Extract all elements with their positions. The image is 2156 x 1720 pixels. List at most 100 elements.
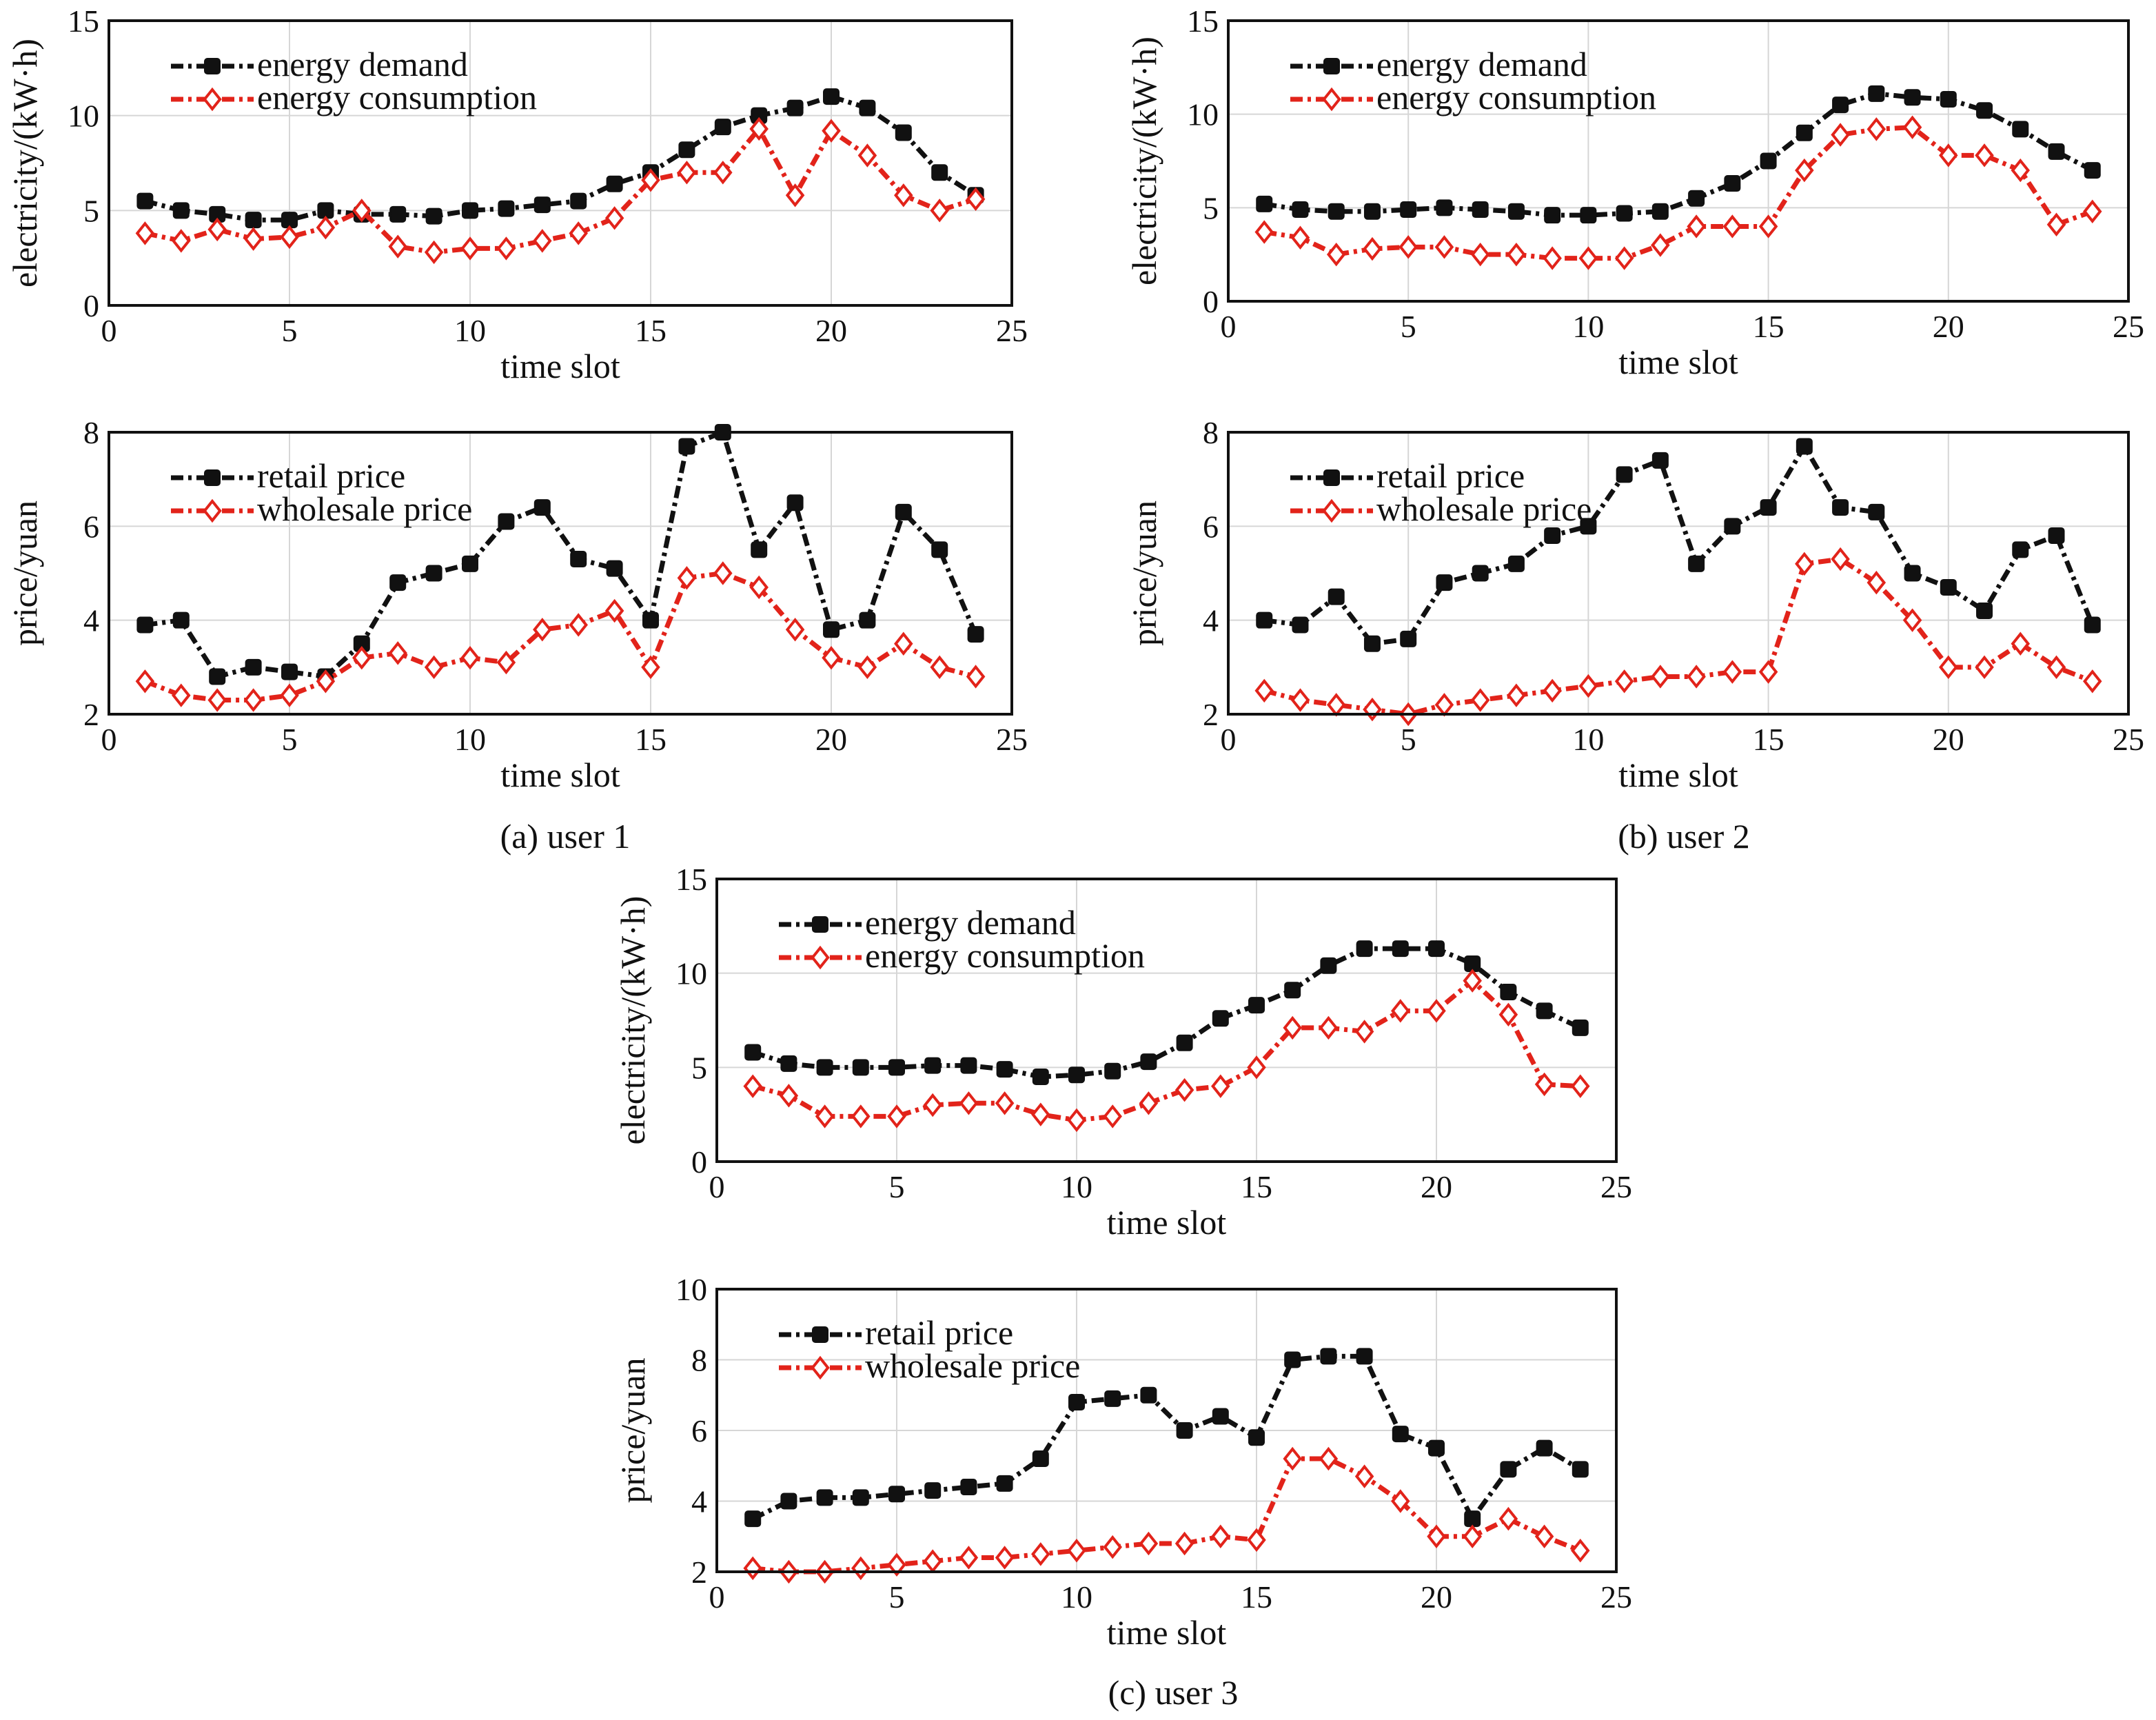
retail-price-point (1832, 499, 1849, 516)
x-tick-label: 25 (2113, 309, 2144, 344)
retail-price-point (852, 1489, 869, 1506)
wholesale-price-point (280, 683, 299, 707)
energy-demand-point (1976, 102, 1993, 119)
energy-demand-point (1500, 984, 1517, 1000)
retail-price-point (1428, 1439, 1445, 1457)
wholesale-price-point (1363, 697, 1382, 722)
energy-consumption-point (2046, 212, 2066, 236)
energy-consumption-point (388, 234, 407, 259)
x-tick-label: 0 (709, 1169, 725, 1204)
retail-price-point (1032, 1450, 1049, 1467)
energy-demand-point (1868, 85, 1885, 102)
energy-demand-point (570, 192, 587, 210)
energy-consumption-point (887, 1104, 906, 1129)
energy-demand-point (1428, 940, 1445, 958)
energy-demand-point (1572, 1019, 1589, 1036)
legend-marker-energy-consumption (1322, 87, 1341, 112)
y-tick-label: 5 (83, 193, 99, 228)
energy-consumption-point (677, 161, 697, 185)
retail-price-point (1392, 1426, 1409, 1443)
retail-price-point (1356, 1348, 1373, 1365)
energy-demand-point (816, 1059, 833, 1076)
wholesale-price-point (995, 1546, 1015, 1570)
energy-consumption-point (1902, 115, 1922, 139)
x-tick-label: 25 (996, 722, 1028, 757)
retail-price-point (2012, 541, 2029, 558)
y-tick-label: 15 (675, 862, 707, 897)
retail-price-point (209, 668, 226, 685)
x-tick-label: 5 (889, 1169, 905, 1204)
energy-consumption-point (779, 1084, 799, 1108)
wholesale-price-point (894, 631, 913, 656)
energy-demand-point (895, 124, 912, 141)
retail-price-point (1104, 1390, 1121, 1407)
x-tick-label: 0 (709, 1579, 725, 1615)
retail-price-point (823, 621, 840, 638)
wholesale-price-point (1902, 608, 1922, 632)
energy-demand-point (1256, 195, 1273, 212)
wholesale-price-point (496, 650, 516, 675)
plot-frame (108, 431, 1013, 716)
retail-price-point (786, 494, 804, 512)
legend-label-energy-consumption: energy consumption (865, 936, 1145, 975)
energy-consumption-point (1103, 1104, 1122, 1129)
energy-consumption-point (1463, 969, 1482, 993)
wholesale-price-point (388, 641, 407, 665)
wholesale-price-point (172, 683, 191, 707)
energy-demand-point (744, 1044, 762, 1061)
energy-consumption-point (1283, 1015, 1302, 1040)
x-tick-label: 20 (815, 722, 847, 757)
energy-consumption-point (533, 229, 552, 253)
energy-demand-point (1724, 175, 1741, 192)
energy-demand-point (678, 141, 695, 159)
wholesale-price-point (677, 566, 697, 590)
x-tick-label: 15 (1753, 309, 1784, 344)
energy-demand-point (1212, 1010, 1229, 1027)
y-tick-label: 6 (83, 509, 99, 544)
x-tick-label: 20 (1421, 1169, 1452, 1204)
wholesale-price-point (460, 645, 480, 670)
energy-demand-point (1400, 201, 1417, 219)
legend-label-energy-consumption: energy consumption (1376, 78, 1656, 117)
energy-demand-point (1356, 940, 1373, 958)
energy-consumption-point (569, 221, 588, 245)
energy-consumption-point (172, 229, 191, 253)
user1-energy-chart: 0 5 10 15 20 25 0 5 10 15 time slot electricity/(kW… (6, 3, 1028, 385)
wholesale-price-point (1139, 1531, 1159, 1556)
wholesale-price-point (533, 618, 552, 642)
wholesale-price-point (1247, 1528, 1266, 1552)
energy-demand-point (859, 99, 876, 117)
retail-price-point (462, 555, 478, 572)
x-tick-label: 0 (1221, 309, 1237, 344)
x-tick-label: 25 (1600, 1579, 1632, 1615)
retail-price-point (967, 626, 984, 643)
energy-consumption-point (815, 1104, 835, 1129)
x-tick-label: 25 (996, 313, 1028, 348)
legend-marker-energy-consumption (811, 945, 830, 970)
x-tick-label: 20 (1933, 309, 1964, 344)
x-tick-label: 5 (1401, 722, 1416, 757)
wholesale-price-point (822, 645, 841, 670)
x-tick-label: 15 (635, 313, 667, 348)
retail-price-point (1176, 1422, 1193, 1439)
legend-marker-energy-demand (812, 916, 828, 933)
energy-demand-point (498, 200, 515, 217)
energy-consumption-point (424, 240, 444, 265)
energy-demand-point (1392, 940, 1409, 958)
energy-consumption-point (604, 206, 624, 230)
energy-demand-point (852, 1059, 869, 1076)
legend-marker-wholesale-price (811, 1355, 830, 1380)
x-tick-label: 10 (454, 313, 486, 348)
legend-marker-energy-demand (204, 58, 221, 74)
retail-price-point (1940, 578, 1957, 596)
energy-consumption-point (280, 225, 299, 250)
energy-demand-point (786, 99, 804, 117)
retail-price-point (1256, 611, 1273, 629)
x-tick-label: 5 (282, 722, 298, 757)
energy-demand-point (1320, 957, 1337, 974)
retail-price-point (245, 658, 262, 676)
x-tick-label: 20 (1933, 722, 1964, 757)
retail-price-point (136, 616, 154, 634)
x-tick-label: 10 (1572, 309, 1604, 344)
